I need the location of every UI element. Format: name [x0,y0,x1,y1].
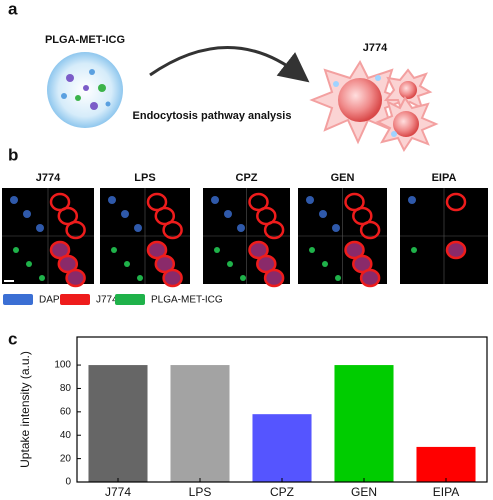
nucleus [108,196,116,204]
particle-stain [240,275,246,281]
particle-stain [411,247,417,253]
bar [88,365,148,482]
legend-label: PLGA-MET-ICG [151,295,223,306]
panel-label: b [8,145,18,164]
cell-icon [309,59,439,152]
nucleus [36,224,44,232]
y-tick-label: 0 [65,477,71,488]
nucleus [306,196,314,204]
merge-stain [65,268,86,288]
legend-label: DAPI [39,295,62,306]
particle-stain [137,275,143,281]
cell-stain [162,220,183,240]
micrographs [2,188,488,288]
bar [170,365,230,482]
cell-stain [263,220,285,240]
condition-label: CPZ [236,172,258,184]
particle-stain [214,247,220,253]
particle-stain [26,261,32,267]
nucleus [211,196,219,204]
bar [416,446,476,482]
y-tick-label: 100 [54,360,71,371]
merge-stain [445,240,467,260]
arrow [149,46,310,83]
x-tick-label: GEN [351,485,377,499]
legend-swatch [3,294,33,305]
nucleus [121,210,129,218]
y-tick-label: 20 [60,453,72,464]
merge-stain [263,268,285,288]
y-tick-label: 80 [60,383,72,394]
x-tick-label: LPS [189,485,212,499]
legend-label: J774 [96,295,118,306]
carrier-label: PLGA-MET-ICG [45,34,125,46]
panel-label: a [8,0,18,18]
y-tick-label: 40 [60,430,72,441]
bar [252,414,312,482]
caption: Endocytosis pathway analysis [133,110,292,122]
particle-stain [227,261,233,267]
particle-stain [13,247,19,253]
nanoparticle-icon [47,52,123,128]
legend-swatch [115,294,145,305]
nucleus [319,210,327,218]
particle-stain [335,275,341,281]
nucleus [408,196,416,204]
particle-stain [39,275,45,281]
merge-stain [359,268,381,288]
nucleus [23,210,31,218]
nucleus [332,224,340,232]
condition-label: LPS [134,172,155,184]
y-axis-label: Uptake intensity (a.u.) [18,351,32,468]
condition-label: J774 [36,172,61,184]
nucleus [224,210,232,218]
plot-frame [76,336,488,483]
cell-stain [65,220,86,240]
y-tick-label: 60 [60,406,72,417]
legend-swatch [60,294,90,305]
merge-stain [162,268,183,288]
particle-stain [309,247,315,253]
nucleus [134,224,142,232]
cell-label: J774 [363,42,388,54]
particle-stain [322,261,328,267]
panel-label: c [8,329,17,348]
particle-stain [124,261,130,267]
bar [334,365,394,482]
condition-label: EIPA [432,172,457,184]
nucleus [10,196,18,204]
nucleus [237,224,245,232]
cell-stain [359,220,381,240]
x-tick-label: CPZ [270,485,294,499]
cell-stain [445,192,467,212]
x-tick-label: J774 [105,485,131,499]
particle-stain [111,247,117,253]
x-tick-label: EIPA [433,485,459,499]
condition-label: GEN [331,172,355,184]
